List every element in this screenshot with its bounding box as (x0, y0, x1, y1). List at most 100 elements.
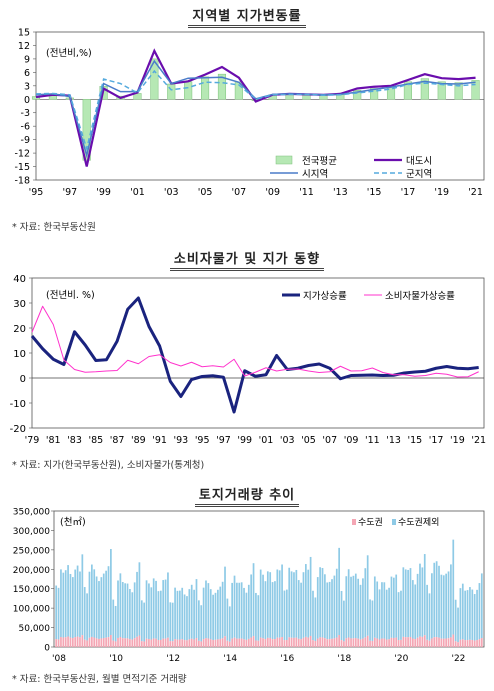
chart3-bar-segment (345, 576, 348, 639)
chart3-bar-segment (164, 579, 167, 639)
chart3-bar-segment (316, 638, 319, 647)
chart3-bar-segment (252, 636, 255, 647)
chart3-bar-segment (124, 583, 127, 639)
chart3-bar-segment (383, 638, 386, 647)
chart1-bar (420, 78, 429, 100)
chart3-bar-segment (79, 637, 81, 647)
chart1-x-tick-label: '05 (198, 187, 213, 198)
chart1-bar (353, 90, 362, 100)
chart3-bar-segment (62, 637, 65, 647)
chart1-y-tick-label: -12 (14, 149, 30, 160)
chart3-bar-segment (178, 639, 181, 647)
chart3-bar-segment (183, 594, 186, 641)
chart3-bar-segment (266, 571, 269, 638)
chart3-bar-segment (326, 639, 329, 647)
chart2-x-tick-label: '89 (131, 435, 146, 446)
chart3-legend-swatch (392, 519, 396, 525)
chart3-bar-segment (385, 639, 388, 647)
chart3-bar-segment (269, 572, 272, 638)
chart3-bar-segment (162, 580, 165, 639)
chart3-bar-segment (140, 600, 143, 642)
chart3-bar-segment (297, 580, 300, 639)
chart3-bar-segment (478, 583, 481, 640)
chart3-bar-segment (419, 563, 421, 637)
chart3-bar-segment (81, 635, 84, 647)
chart3-bar-segment (86, 640, 88, 647)
chart1-y-tick-label: -3 (21, 108, 30, 119)
chart1-y-tick-label: -15 (14, 162, 30, 173)
chart3-bar-segment (69, 637, 72, 647)
chart3-bar-segment (378, 589, 381, 640)
chart3-bar-segment (181, 639, 184, 647)
chart1-series-line (35, 59, 476, 159)
chart3-bar-segment (207, 638, 210, 647)
chart3-bar-segment (433, 637, 436, 647)
chart3-bar-segment (466, 590, 469, 641)
chart3-bar-segment (190, 638, 193, 647)
chart3-svg: 350,000 300,000 250,000 200,000 150,000 100,0… (13, 508, 485, 664)
chart3-bar-segment (409, 568, 412, 637)
chart3-bar-segment (369, 599, 371, 641)
chart3-bar-segment (438, 637, 440, 647)
chart3-bar-segment (390, 637, 393, 647)
chart3-bar-segment (219, 638, 222, 647)
chart3-bar-segment (414, 584, 417, 640)
chart2-y-tick-label: 40 (13, 274, 26, 285)
chart3-bar-segment (71, 577, 74, 639)
chart2-x-tick-label: '87 (110, 435, 125, 446)
chart3-bar-segment (209, 589, 212, 640)
chart3-bar-segment (245, 639, 248, 647)
chart3-bar-segment (388, 587, 390, 640)
chart3-bar-segment (473, 640, 476, 647)
chart3-bar-segment (464, 640, 467, 647)
chart1-y-tick-label: -9 (21, 135, 30, 146)
chart3-bar-segment (152, 638, 155, 647)
chart3-bar-segment (200, 605, 203, 642)
chart3-bar-segment (126, 583, 129, 639)
chart3-bar-segment (333, 575, 336, 639)
chart3-bar-segment (304, 636, 307, 647)
chart3-bar-segment (328, 639, 331, 647)
chart3-bar-segment (307, 569, 310, 638)
chart3-bar-segment (457, 607, 459, 643)
chart3-bar-segment (145, 638, 148, 647)
chart3-bar-segment (245, 592, 248, 640)
chart2-x-tick-label: '15 (408, 435, 423, 446)
chart3-bar-segment (359, 584, 362, 640)
chart3-bar-segment (411, 638, 414, 647)
chart3-bar-segment (67, 636, 69, 647)
chart3-bar-segment (157, 640, 160, 647)
chart3-bar-segment (288, 567, 291, 638)
chart3-bar-segment (100, 577, 103, 639)
chart3-bar-segment (473, 594, 476, 641)
chart2-title-wrap: 소비자물가 및 지가 동향 (0, 248, 494, 271)
chart3-bar-segment (407, 569, 409, 638)
chart3-x-tick-label: '12 (166, 654, 180, 664)
chart1-x-tick-label: '17 (401, 187, 416, 198)
chart3-bar-segment (397, 592, 400, 641)
chart2-x-tick-label: '17 (429, 435, 444, 446)
chart1-x-tick-label: '21 (468, 187, 483, 198)
chart3-bar-segment (314, 641, 317, 647)
chart3-bar-segment (257, 640, 260, 647)
chart2-x-tick-label: '05 (301, 435, 316, 446)
chart2-x-tick-label: '95 (195, 435, 210, 446)
chart3-bar-segment (124, 638, 127, 647)
chart3-bar-segment (107, 566, 110, 638)
chart3-bar-segment (121, 581, 124, 639)
chart3-bar-segment (271, 582, 274, 640)
chart1-x-tick-label: '99 (96, 187, 111, 198)
chart3-bar-segment (64, 637, 67, 647)
chart3-bar-segment (212, 594, 214, 641)
chart3-bar-segment (366, 555, 369, 636)
chart3-bar-segment (250, 637, 253, 647)
chart1-y-tick-label: 6 (24, 68, 30, 79)
chart3-bar-segment (74, 637, 77, 647)
chart3-bar-segment (376, 638, 379, 647)
chart3-y-tick-label: 350,000 (13, 508, 50, 518)
chart3-bar-segment (129, 588, 131, 640)
chart3-bar-segment (226, 640, 229, 647)
chart3-bar-segment (257, 595, 260, 641)
chart3-bar-segment (450, 564, 452, 638)
chart3-legend-label: 수도권 (358, 516, 383, 528)
